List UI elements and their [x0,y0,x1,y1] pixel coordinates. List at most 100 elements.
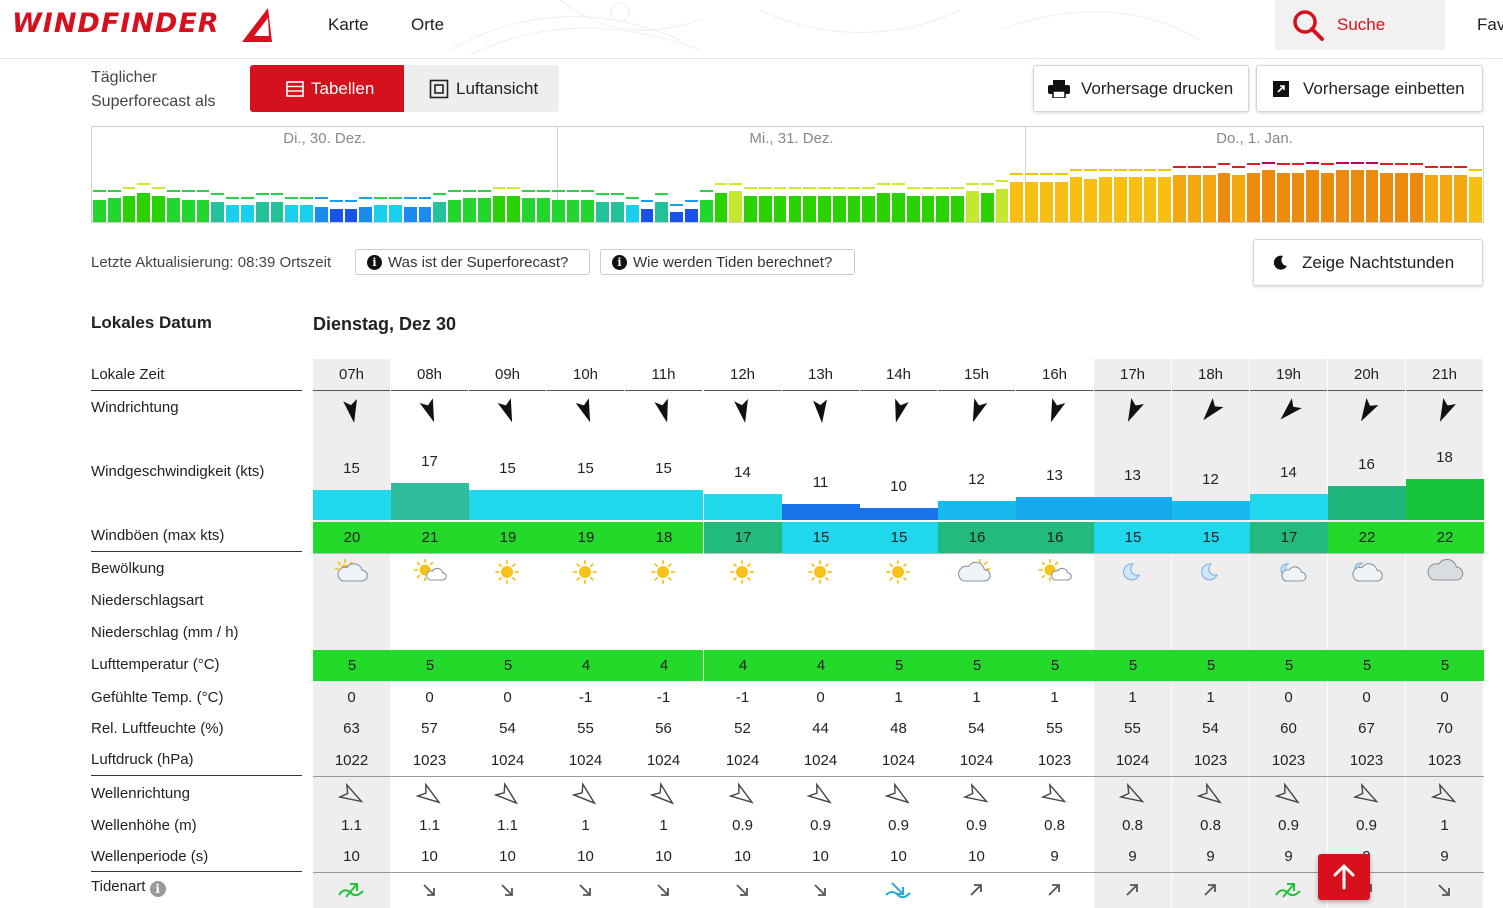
felt-temperature-value: 0 [347,689,356,706]
overview-wind-bar [536,198,550,222]
scroll-to-top-button[interactable] [1318,854,1370,900]
overview-gust-mark [448,190,461,192]
windfinder-logo[interactable]: WINDFINDER [12,8,220,39]
humidity-value: 63 [343,720,360,737]
tab-tables[interactable]: Tabellen [250,65,404,112]
row-separator [625,390,702,391]
temperature-value: 5 [503,657,513,674]
aerial-view-icon [429,79,449,98]
gust-value: 17 [1280,529,1298,546]
hour-column: 08h 17 21 5 0 57 1023 1.1 10 [391,359,469,908]
overview-gust-mark [1143,169,1157,171]
overview-gust-mark [107,190,121,192]
gust-value: 16 [968,529,986,546]
row-separator [1328,390,1405,391]
overview-day-label: Di., 30. Dez. [283,130,366,147]
daily-label-line-2: Superforecast als [91,93,216,110]
row-separator [391,390,468,391]
embed-forecast-button[interactable]: Vorhersage einbetten [1256,65,1483,112]
overview-gust-mark [758,187,772,189]
forecast-overview-strip[interactable]: Di., 30. Dez. Mi., 31. Dez. Do., 1. Jan. [91,126,1484,223]
overview-gust-mark [803,187,817,189]
overview-wind-bar [507,196,521,222]
overview-gust-mark [181,190,195,192]
tides-info-button[interactable]: i Wie werden Tiden berechnet? [600,249,855,275]
overview-day-3[interactable]: Do., 1. Jan. [1026,127,1483,222]
pressure-value: 1023 [412,752,447,769]
search-icon [1293,10,1324,41]
wave-direction-arrow-icon [1119,782,1145,803]
wind-speed-bar [1094,497,1172,520]
wave-direction-arrow-icon [1431,782,1457,803]
show-night-hours-button[interactable]: Zeige Nachtstunden [1253,239,1483,286]
wave-height-value: 1 [1440,817,1449,834]
temperature-value: 4 [581,657,591,674]
sun-icon [730,560,754,584]
tide-label-text: Tidenart [91,878,146,895]
wave-period-value: 9 [1440,848,1449,865]
temperature-cell: 5 [1406,650,1484,681]
nav-karte[interactable]: Karte [328,15,369,34]
wind-direction-arrow-icon [1361,397,1379,422]
overview-wind-bar [773,196,787,222]
overview-wind-bar [418,207,432,222]
row-label-wave-direction: Wellenrichtung [91,785,190,802]
overview-wind-bar [655,202,669,222]
temperature-cell: 5 [1094,650,1172,681]
tide-high-icon [338,883,364,898]
cloud-moon-icon [1352,562,1383,582]
wind-direction-arrow-icon [1439,398,1456,422]
overview-wind-bar [1114,177,1127,222]
row-label-temperature: Lufttemperatur (°C) [91,656,220,673]
overview-wind-bar [847,196,861,222]
hour-label: 20h [1353,366,1380,383]
overview-wind-bar [1084,179,1098,222]
wind-speed-value: 15 [655,460,672,477]
overview-gust-mark [196,190,210,192]
temperature-cell: 4 [625,650,703,681]
tide-info-icon[interactable]: i [149,881,166,897]
tab-aerial[interactable]: Luftansicht [404,65,559,112]
overview-gust-mark [729,183,743,185]
overview-gust-mark [1010,173,1024,175]
temperature-value: 5 [1128,657,1138,674]
windfinder-sail-icon[interactable] [238,6,276,44]
overview-wind-bar [877,193,891,222]
humidity-value: 52 [734,720,751,737]
row-separator [91,871,302,872]
tab-tables-label: Tabellen [311,78,375,98]
overview-wind-bar [270,202,284,222]
temperature-cell: 5 [313,650,391,681]
overview-wind-bar [892,193,905,222]
search-button[interactable]: Suche [1275,0,1445,50]
print-forecast-button[interactable]: Vorhersage drucken [1033,65,1249,112]
info-icon: i [367,254,382,270]
pressure-value: 1024 [959,752,994,769]
overview-gust-mark [1291,163,1305,165]
tide-high-icon [1275,883,1301,898]
row-separator [1406,390,1483,391]
row-separator [469,390,546,391]
overview-gust-mark [152,187,165,189]
overview-gust-mark [551,190,565,192]
partly-cloudy-sun-icon [334,559,368,582]
overview-wind-bar [966,191,979,222]
gust-cell: 19 [469,522,547,553]
overview-gust-mark [640,200,654,202]
wave-period-value: 10 [499,848,516,865]
sun-icon [651,560,675,584]
overview-wind-bar [818,196,831,222]
overview-gust-mark [344,200,358,202]
overview-day-1[interactable]: Di., 30. Dez. [92,127,558,222]
nav-orte[interactable]: Orte [411,15,445,34]
overview-gust-mark [744,187,757,189]
superforecast-info-button[interactable]: i Was ist der Superforecast? [355,249,590,275]
wave-height-value: 0.8 [1044,817,1065,834]
tide-falling-icon [736,884,748,896]
overview-wind-bar [980,193,994,222]
hour-label: 12h [729,366,756,383]
gust-value: 15 [1124,529,1142,546]
favorites-link[interactable]: Fav [1477,15,1503,34]
temperature-cell: 5 [1250,650,1328,681]
wind-speed-value: 15 [577,460,594,477]
